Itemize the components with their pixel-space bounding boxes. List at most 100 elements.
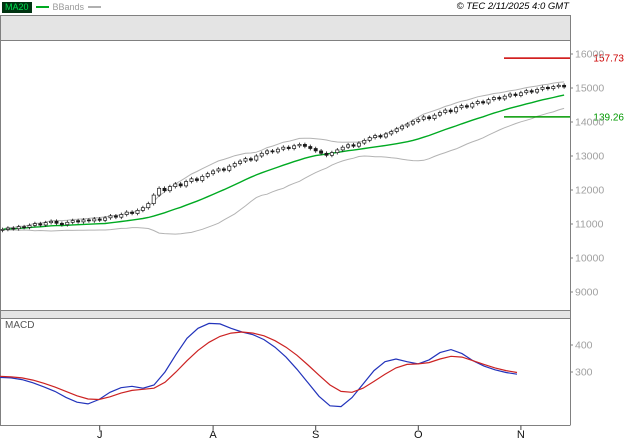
candle-body (308, 146, 313, 149)
candle-body (248, 158, 253, 161)
candle-body (324, 152, 329, 156)
candle-body (232, 163, 237, 167)
candle-body (400, 125, 405, 130)
candle-body (459, 105, 464, 109)
legend: MA20 BBands (2, 1, 102, 13)
y-axis-tick-label: 10000 (575, 253, 604, 265)
candle-body (443, 109, 448, 113)
candle-body (464, 105, 469, 108)
candle-body (362, 140, 367, 144)
candle-body (545, 86, 550, 90)
candle-body (178, 183, 183, 187)
candle-body (270, 150, 275, 153)
y-axis-tick-label: 16000 (575, 49, 604, 61)
candle-body (470, 103, 475, 108)
bbands-legend-label: BBands (52, 2, 85, 12)
x-axis-month-label: S (312, 429, 319, 440)
candle-body (508, 93, 513, 97)
candle-body (194, 178, 199, 181)
candle-body (297, 144, 302, 147)
macd-panel-label: MACD (5, 320, 35, 331)
candle-body (551, 86, 556, 89)
candle-body (124, 211, 129, 215)
candle-body (313, 148, 318, 152)
candle-body (43, 222, 48, 226)
candle-body (351, 144, 356, 147)
y-axis-tick-label: 13000 (575, 151, 604, 163)
candle-body (535, 89, 540, 93)
candle-body (378, 135, 383, 138)
candle-body (481, 101, 486, 104)
candle-body (70, 220, 75, 223)
candle-body (157, 187, 162, 196)
x-axis-month-label: O (414, 429, 423, 440)
x-axis-month-label: J (97, 429, 103, 440)
candle-body (524, 90, 529, 94)
candle-body (243, 158, 248, 162)
candle-body (275, 148, 280, 153)
candle-body (502, 95, 507, 100)
candle-body (389, 131, 394, 135)
candle-body (113, 215, 118, 218)
candle-body (27, 225, 32, 228)
macd-axis-labels: 400 300 (570, 340, 593, 379)
candle-body (486, 99, 491, 104)
candle-body (238, 160, 243, 164)
candle-body (103, 217, 108, 221)
candle-body (22, 226, 27, 229)
candle-body (254, 155, 259, 161)
candle-body (86, 219, 91, 222)
x-axis-month-label: N (517, 429, 525, 440)
candle-body (410, 120, 415, 125)
candle-body (529, 90, 534, 93)
candle-body (221, 168, 226, 171)
candle-body (497, 97, 502, 100)
candle-body (356, 142, 361, 147)
candle-body (286, 146, 291, 149)
candle-body (562, 84, 567, 88)
level-label: 157.73 (593, 54, 624, 65)
ma20-legend-label: MA20 (2, 1, 32, 13)
candle-body (518, 92, 523, 96)
candle-body (32, 223, 37, 226)
candle-body (162, 187, 167, 192)
candle-body (38, 223, 43, 226)
candle-body (367, 137, 372, 141)
candle-body (11, 227, 16, 230)
candle-body (65, 221, 70, 226)
candle-body (405, 123, 410, 127)
candle-body (151, 194, 156, 204)
macd-tick-label: 300 (575, 367, 593, 379)
candle-body (76, 220, 81, 223)
panel-backgrounds (0, 15, 570, 318)
candle-body (54, 220, 59, 224)
candle-body (16, 226, 21, 230)
candle-body (427, 116, 432, 119)
candle-body (319, 150, 324, 154)
candle-body (346, 144, 351, 148)
x-axis-month-label: A (209, 429, 217, 440)
price-axis-labels: 16000 15000 14000 13000 12000 11000 10000 9000 (570, 49, 604, 299)
candle-body (97, 218, 102, 221)
candle-body (259, 152, 264, 157)
candle-body (329, 152, 334, 156)
panel-borders (0, 15, 571, 426)
macd-macd-line (0, 322, 518, 408)
candle-body (108, 215, 113, 219)
y-axis-tick-label: 15000 (575, 83, 604, 95)
candle-body (92, 218, 97, 222)
candle-body (513, 93, 518, 96)
candle-body (189, 178, 194, 182)
bbands-line-swatch (88, 6, 102, 8)
candle-body (421, 116, 426, 120)
candle-body (416, 118, 421, 122)
y-axis-tick-label: 14000 (575, 117, 604, 129)
candle-body (5, 227, 10, 230)
candle-body (383, 133, 388, 138)
candle-body (205, 173, 210, 177)
candle-body (81, 219, 86, 223)
candle-body (130, 211, 135, 214)
bollinger-bands (2, 81, 565, 235)
